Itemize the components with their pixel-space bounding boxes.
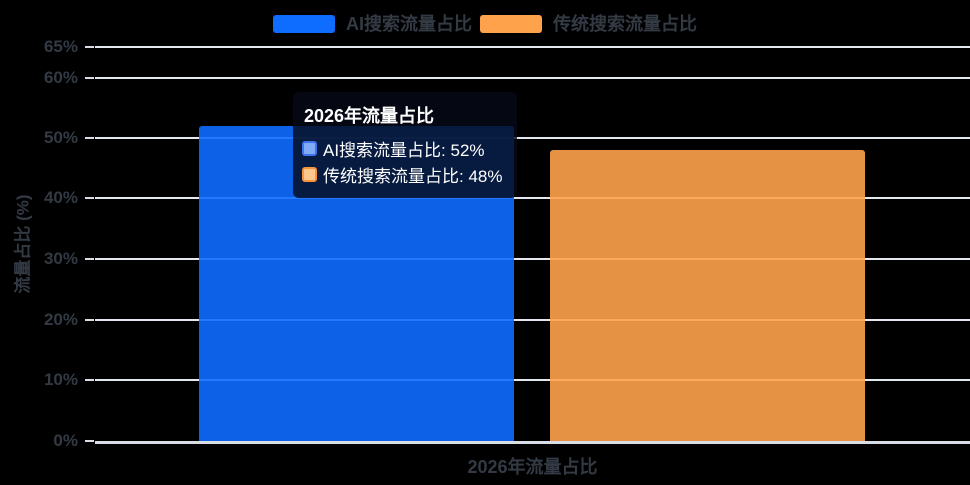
- y-tick-label-40: 40%: [43, 188, 78, 207]
- y-tick-label-30: 30%: [43, 249, 78, 268]
- x-axis-line: [95, 441, 970, 444]
- y-tick-label-20: 20%: [43, 310, 78, 329]
- legend-swatch-ai-search: [273, 15, 335, 33]
- gridline-65: [95, 46, 970, 48]
- tooltip-swatch-traditional-search: [302, 166, 317, 182]
- y-tick-10: [85, 379, 94, 381]
- gridline-10: [95, 379, 970, 381]
- gridline-50: [95, 137, 970, 139]
- gridline-40: [95, 197, 970, 199]
- y-tick-label-60: 60%: [43, 68, 78, 87]
- tooltip-row-ai-search: AI搜索流量占比: 52%: [302, 136, 505, 160]
- y-tick-60: [85, 77, 94, 79]
- x-axis-label: 2026年流量占比: [467, 457, 598, 477]
- legend-swatch-traditional-search: [480, 15, 542, 33]
- gridline-20: [95, 319, 970, 321]
- y-tick-65: [85, 46, 94, 48]
- tooltip: 2026年流量占比 AI搜索流量占比: 52% 传统搜索流量占比: 48%: [293, 92, 517, 198]
- y-tick-30: [85, 258, 94, 260]
- y-tick-label-0: 0%: [53, 431, 78, 450]
- y-tick-40: [85, 197, 94, 199]
- tooltip-title: 2026年流量占比: [304, 106, 435, 126]
- legend-item-traditional-search[interactable]: 传统搜索流量占比: [480, 14, 697, 34]
- legend-label-ai-search: AI搜索流量占比: [346, 14, 472, 34]
- y-tick-0: [85, 440, 94, 442]
- y-tick-label-10: 10%: [43, 370, 78, 389]
- gridline-30: [95, 258, 970, 260]
- tooltip-row-traditional-search: 传统搜索流量占比: 48%: [302, 162, 505, 186]
- legend-label-traditional-search: 传统搜索流量占比: [553, 14, 697, 34]
- tooltip-swatch-ai-search: [302, 140, 317, 156]
- y-axis-title: 流量占比 (%): [13, 194, 33, 294]
- y-tick-label-65: 65%: [43, 37, 78, 56]
- legend-item-ai-search[interactable]: AI搜索流量占比: [273, 14, 472, 34]
- y-tick-50: [85, 137, 94, 139]
- y-tick-label-50: 50%: [43, 128, 78, 147]
- bar-traditional-search[interactable]: [550, 150, 865, 441]
- y-tick-20: [85, 319, 94, 321]
- tooltip-text-traditional-search: 传统搜索流量占比: 48%: [323, 166, 503, 186]
- gridline-60: [95, 77, 970, 79]
- tooltip-text-ai-search: AI搜索流量占比: 52%: [323, 140, 485, 160]
